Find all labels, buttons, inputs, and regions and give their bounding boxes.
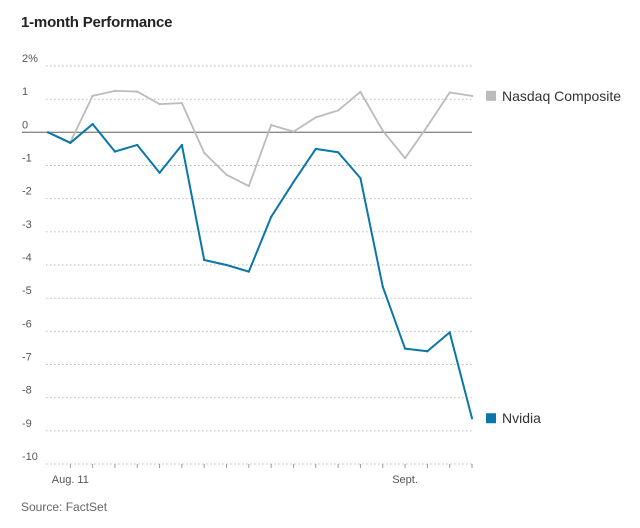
series-lines — [46, 89, 474, 420]
legend-swatch — [486, 90, 496, 101]
source-note: Source: FactSet — [21, 500, 108, 514]
data-point — [225, 263, 228, 267]
data-point — [448, 331, 451, 334]
data-point — [403, 347, 407, 350]
y-tick-label: -5 — [22, 285, 32, 297]
data-point — [270, 215, 273, 219]
data-point — [69, 141, 72, 145]
series-nasdaq-composite — [46, 89, 474, 188]
legend-item: Nvidia — [486, 410, 541, 426]
series-line — [47, 123, 473, 420]
data-point — [337, 109, 340, 112]
data-point — [270, 123, 273, 127]
y-tick-label: -7 — [22, 352, 32, 364]
x-axis: Aug. 11 Sept. — [52, 464, 473, 486]
data-point — [180, 102, 183, 105]
data-point — [247, 270, 250, 273]
y-tick-label: 0 — [22, 119, 28, 131]
gridlines — [22, 65, 472, 465]
series-line — [47, 89, 473, 187]
data-point — [292, 130, 295, 133]
y-tick-label: -3 — [22, 219, 32, 231]
data-point — [426, 350, 429, 353]
data-point — [203, 258, 206, 262]
data-point — [158, 171, 161, 174]
data-point — [314, 116, 317, 119]
legend-item: Nasdaq Composite — [486, 88, 621, 104]
y-tick-label: -10 — [22, 451, 38, 463]
y-tick-label: -8 — [22, 385, 32, 397]
y-tick-label: -1 — [22, 153, 32, 165]
x-tick-label: Aug. 11 — [52, 474, 89, 486]
data-point — [403, 157, 407, 160]
chart-title: 1-month Performance — [21, 14, 173, 31]
data-point — [359, 177, 362, 180]
y-tick-label: 1 — [22, 86, 28, 98]
data-point — [113, 150, 117, 153]
y-tick-label: 2% — [22, 53, 38, 65]
data-point — [158, 103, 161, 106]
legend-label: Nasdaq Composite — [502, 88, 621, 104]
data-point — [337, 151, 340, 154]
data-point — [180, 143, 183, 147]
data-point — [136, 143, 139, 147]
data-point — [470, 94, 474, 97]
y-tick-label: -2 — [22, 186, 32, 198]
data-point — [203, 151, 206, 154]
data-point — [247, 184, 250, 188]
data-point — [46, 131, 50, 134]
data-point — [381, 285, 384, 288]
data-point — [91, 94, 94, 97]
data-point — [225, 173, 228, 176]
legend: Nasdaq Composite Nvidia — [486, 88, 621, 426]
data-point — [381, 129, 384, 132]
data-point — [136, 90, 139, 93]
data-point — [470, 417, 474, 420]
y-tick-label: -4 — [22, 252, 32, 264]
data-point — [426, 125, 429, 128]
y-tick-label: -6 — [22, 318, 32, 330]
y-tick-label: -9 — [22, 418, 32, 430]
data-point — [359, 90, 362, 93]
x-tick-label: Sept. — [392, 474, 418, 486]
series-nvidia — [46, 122, 474, 420]
data-point — [292, 180, 295, 184]
data-point — [91, 122, 94, 126]
y-axis: 2% 1 0 -1 -2 -3 -4 -5 -6 -7 -8 -9 -10 — [22, 53, 38, 463]
data-point — [314, 147, 317, 151]
data-point — [113, 89, 117, 92]
data-point — [448, 91, 451, 94]
legend-swatch — [486, 413, 496, 424]
legend-label: Nvidia — [502, 410, 541, 426]
